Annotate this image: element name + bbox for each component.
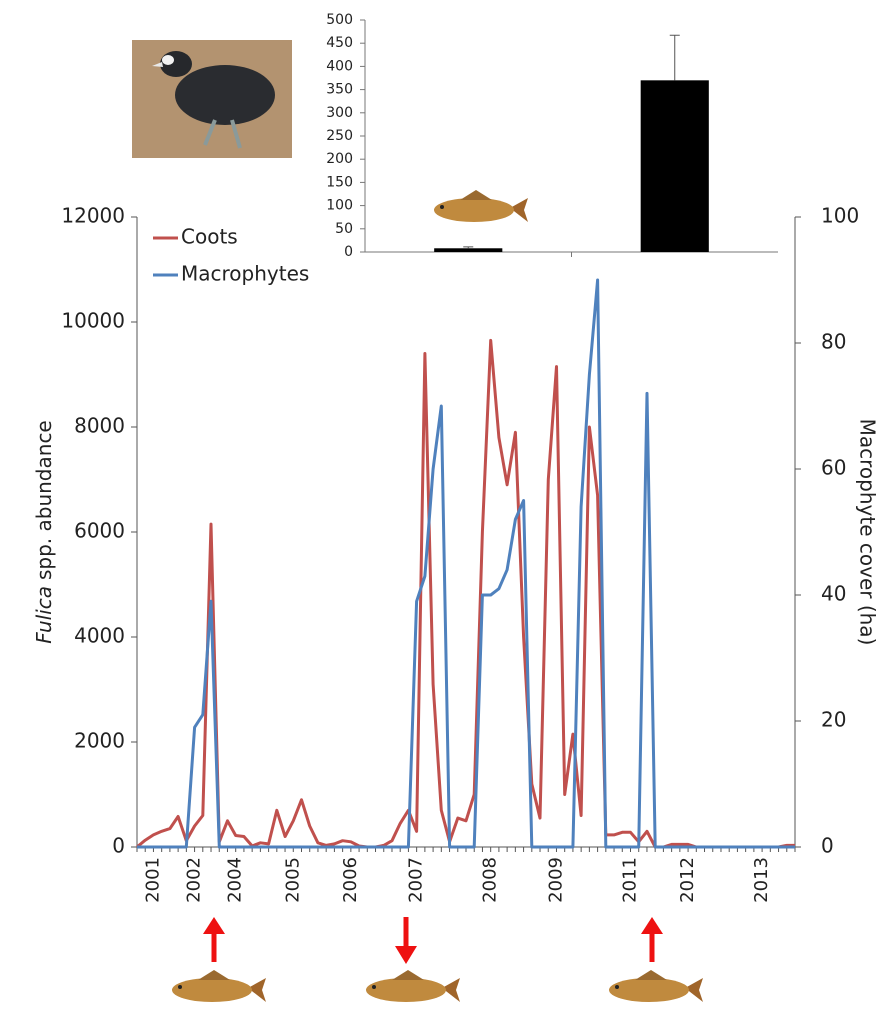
y-axis-label: Fulica spp. abundance [32, 420, 56, 644]
y2-tick-label: 100 [821, 204, 859, 228]
y2-tick-label: 80 [821, 330, 846, 354]
y-tick-label: 100 [326, 198, 353, 214]
fish-icon [434, 190, 528, 222]
series-line [136, 338, 795, 849]
y-tick-label: 10000 [61, 309, 125, 333]
y-tick-label: 250 [326, 128, 353, 144]
y-tick-label: 350 [326, 82, 353, 98]
bar [640, 80, 709, 252]
y2-axis-label: Macrophyte cover (ha) [856, 419, 880, 646]
y2-tick-label: 40 [821, 582, 846, 606]
y-tick-label: 450 [326, 35, 353, 51]
coot-photo [132, 40, 292, 158]
x-tick-label: 2012 [677, 857, 698, 903]
y2-tick-label: 60 [821, 456, 846, 480]
y-tick-label: 150 [326, 174, 353, 190]
legend-label: Macrophytes [181, 262, 309, 286]
fish-icon [172, 970, 266, 1002]
y2-tick-label: 0 [821, 834, 834, 858]
x-tick-label: 2004 [225, 857, 246, 903]
y-tick-label: 8000 [74, 414, 125, 438]
x-tick-label: 2008 [480, 857, 501, 903]
y-tick-label: 6000 [74, 519, 125, 543]
y-tick-label: 400 [326, 58, 353, 74]
x-tick-label: 2009 [545, 857, 566, 903]
x-tick-label: 2006 [340, 857, 361, 903]
fish-icon [609, 970, 703, 1002]
y-tick-label: 4000 [74, 624, 125, 648]
y-tick-label: 0 [344, 244, 353, 260]
y-tick-label: 200 [326, 151, 353, 167]
error-bar [463, 246, 474, 249]
x-tick-label: 2011 [620, 857, 641, 903]
x-tick-label: 2007 [406, 857, 427, 903]
y-tick-label: 50 [335, 221, 353, 237]
fish-icon [366, 970, 460, 1002]
error-bar [669, 34, 680, 81]
y-tick-label: 2000 [74, 729, 125, 753]
y-tick-label: 0 [112, 834, 125, 858]
y-tick-label: 500 [326, 12, 353, 28]
x-tick-label: 2002 [184, 857, 205, 903]
y2-tick-label: 20 [821, 708, 846, 732]
bar [434, 248, 503, 252]
x-tick-label: 2001 [142, 857, 163, 903]
series-line [137, 278, 795, 849]
x-tick-label: 2013 [751, 857, 772, 903]
y-tick-label: 12000 [61, 204, 125, 228]
x-tick-label: 2005 [282, 857, 303, 903]
legend-label: Coots [181, 225, 238, 249]
y-axis-label-part: Fulica [32, 586, 56, 644]
arrows [203, 917, 663, 964]
y-axis-label-part: spp. abundance [32, 420, 56, 580]
y-tick-label: 300 [326, 105, 353, 121]
